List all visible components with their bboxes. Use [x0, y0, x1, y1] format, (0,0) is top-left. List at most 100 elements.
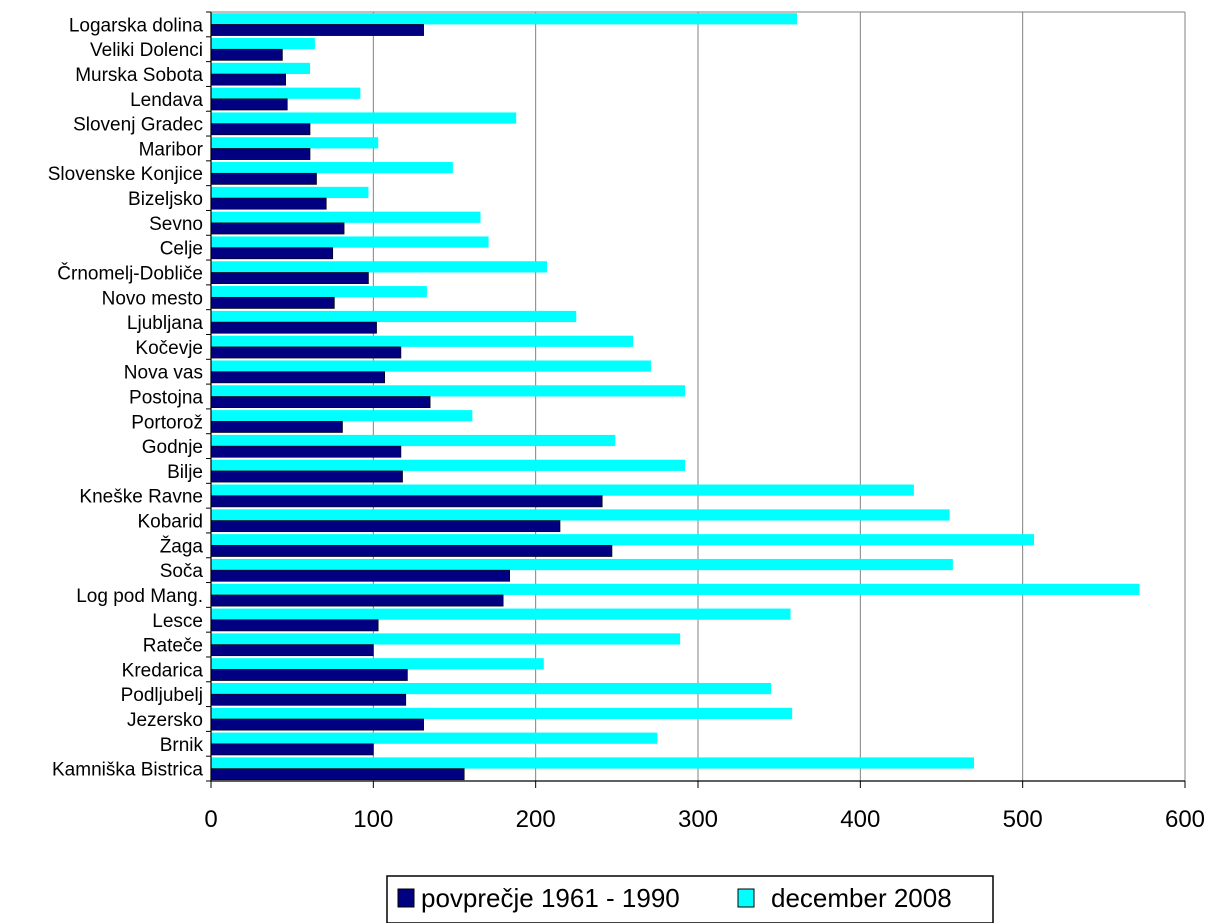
category-label: Brnik	[160, 735, 204, 756]
bar-series-1	[210, 669, 408, 681]
bar-series-1	[210, 98, 288, 111]
legend-swatch-series-1	[397, 888, 415, 908]
category-label: Kneške Ravne	[79, 487, 203, 508]
category-label: Žaga	[160, 535, 204, 557]
category-label: Ljubljana	[127, 313, 203, 334]
bar-series-1	[210, 222, 345, 235]
bar-series-1	[210, 346, 402, 359]
bar-series-1	[210, 296, 335, 309]
bar-series-2	[211, 162, 453, 174]
bar-series-2	[211, 633, 681, 645]
bar-series-2	[211, 385, 686, 397]
bar-series-1	[210, 495, 603, 508]
category-label: Postojna	[129, 388, 203, 409]
axes	[206, 11, 1186, 788]
category-label: Celje	[160, 239, 203, 260]
bar-series-1	[210, 48, 283, 61]
bar-series-1	[210, 197, 327, 210]
bar-series-1	[210, 594, 504, 607]
bars	[210, 13, 1140, 781]
bar-series-1	[210, 445, 402, 458]
bar-series-2	[211, 186, 369, 199]
bar-series-1	[210, 644, 374, 657]
category-label: Portorož	[131, 412, 203, 433]
bar-series-1	[210, 743, 374, 756]
bar-series-2	[211, 335, 634, 347]
bar-series-1	[210, 693, 407, 706]
bar-series-1	[210, 545, 613, 557]
category-label: Kočevje	[135, 338, 203, 359]
category-label: Murska Sobota	[75, 65, 203, 86]
bar-series-1	[210, 619, 379, 632]
bar-series-1	[210, 172, 317, 185]
bar-series-2	[211, 310, 577, 323]
bar-series-1	[210, 396, 431, 408]
category-label: Slovenj Gradec	[73, 115, 203, 136]
bar-series-1	[210, 470, 403, 483]
x-tick-label: 200	[516, 806, 556, 833]
category-label: Sevno	[149, 214, 203, 235]
bar-series-2	[211, 112, 517, 124]
bar-series-2	[211, 608, 791, 620]
bar-series-1	[210, 73, 286, 86]
category-label: Lesce	[152, 611, 203, 632]
category-label: Novo mesto	[102, 288, 203, 309]
category-label: Kredarica	[122, 660, 204, 681]
category-labels: Logarska dolina Veliki Dolenci Murska Sobo…	[48, 15, 204, 780]
category-label: Jezersko	[127, 710, 203, 731]
legend-label-series-2: december 2008	[771, 883, 952, 913]
category-label: Črnomelj-Dobliče	[57, 262, 203, 284]
bar-series-1	[210, 421, 343, 433]
legend-box	[386, 875, 994, 923]
x-tick-label: 300	[678, 806, 718, 833]
bar-series-1	[210, 371, 385, 384]
bar-series-1	[210, 272, 369, 284]
bar-series-2	[211, 261, 548, 273]
bar-series-2	[211, 757, 974, 769]
category-label: Podljubelj	[121, 685, 203, 706]
bar-series-1	[210, 569, 510, 582]
bar-series-1	[210, 24, 424, 36]
bar-series-2	[211, 286, 427, 298]
category-label: Maribor	[139, 139, 204, 160]
x-tick-label: 0	[204, 806, 217, 833]
bar-series-2	[211, 707, 793, 719]
bar-series-1	[210, 247, 334, 260]
category-label: Bizeljsko	[128, 189, 203, 210]
bar-series-2	[211, 682, 772, 695]
category-label: Lendava	[130, 90, 203, 111]
x-tick-labels: 0 100 200 300 400 500 600	[204, 806, 1205, 833]
bar-series-2	[211, 484, 914, 496]
bar-series-2	[211, 87, 361, 99]
bar-series-2	[211, 13, 798, 25]
category-label: Kamniška Bistrica	[52, 760, 203, 781]
bar-series-1	[210, 768, 465, 781]
bar-series-2	[211, 732, 658, 744]
bar-series-2	[211, 459, 686, 471]
x-tick-label: 500	[1003, 806, 1043, 833]
legend: povprečje 1961 - 1990 december 2008	[386, 875, 994, 923]
bar-series-2	[211, 658, 544, 670]
bar-series-2	[211, 38, 315, 50]
category-label: Rateče	[143, 636, 203, 657]
category-label: Kobarid	[138, 512, 204, 533]
x-tick-label: 600	[1165, 806, 1205, 833]
category-label: Nova vas	[124, 363, 203, 384]
legend-swatch-series-2	[737, 888, 755, 908]
category-label: Soča	[160, 561, 204, 582]
bar-series-2	[211, 211, 481, 223]
bar-series-2	[211, 534, 1035, 546]
bar-series-2	[211, 410, 473, 422]
category-label: Bilje	[167, 462, 203, 483]
bar-series-1	[210, 123, 311, 136]
category-label: Log pod Mang.	[76, 586, 203, 607]
bar-series-2	[211, 137, 379, 149]
bar-series-2	[211, 236, 489, 248]
category-label: Veliki Dolenci	[90, 40, 203, 61]
x-tick-label: 400	[840, 806, 880, 833]
legend-label-series-1: povprečje 1961 - 1990	[421, 883, 680, 913]
category-label: Logarska dolina	[69, 15, 204, 36]
bar-series-1	[210, 718, 424, 731]
category-label: Godnje	[142, 437, 203, 458]
